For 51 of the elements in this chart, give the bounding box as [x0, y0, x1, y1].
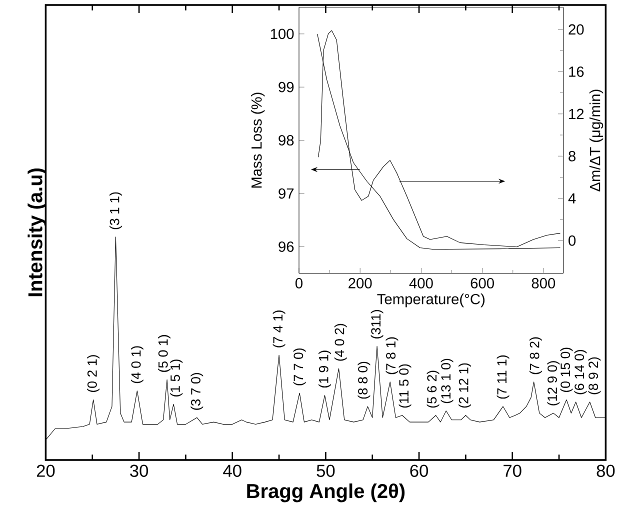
x-axis-title: Temperature(°C) — [377, 294, 485, 308]
x-tick-label: 40 — [223, 464, 242, 477]
x-tick-label: 60 — [410, 464, 428, 477]
annotation: (6 14 0) — [574, 350, 587, 394]
annotation: (311) — [370, 310, 384, 338]
y-tick-label: 96 — [278, 242, 294, 252]
annotation: (7 7 0) — [293, 348, 306, 386]
y-tick-label: 97 — [278, 188, 294, 199]
annotation: (7 11 1) — [496, 355, 510, 399]
annotation: (5 6 2) — [426, 370, 440, 408]
y2-tick-label: 0 — [568, 235, 576, 246]
annotation: (1 9 1) — [318, 350, 331, 388]
y-tick-label: 100 — [270, 28, 294, 40]
x-tick-label: 800 — [532, 278, 556, 288]
y2-tick-label: 16 — [569, 66, 584, 77]
y-axis-title: Mass Loss (%) — [251, 92, 265, 188]
x-tick-label: 0 — [295, 278, 302, 288]
y2-tick-label: 12 — [569, 108, 584, 120]
annotation: (7 8 2) — [529, 337, 542, 374]
y-tick-label: 99 — [278, 82, 294, 92]
annotation: (1 5 1) — [170, 360, 183, 396]
y2-axis-title: Δm/ΔT (μg/min) — [589, 90, 604, 192]
x-tick-label: 600 — [470, 278, 494, 288]
annotation: (12 9 0) — [547, 361, 560, 406]
y-tick-label: 98 — [278, 135, 294, 146]
annotation: (13 1 0) — [440, 358, 454, 404]
annotation: (8 8 0) — [358, 362, 370, 399]
y2-tick-label: 8 — [568, 150, 576, 162]
annotation: (7 4 1) — [272, 310, 286, 348]
x-tick-label: 400 — [409, 278, 433, 288]
y2-tick-label: 20 — [568, 24, 584, 35]
annotation: (3 7 0) — [190, 372, 204, 410]
x-axis-title: Bragg Angle (2θ) — [247, 483, 405, 502]
y-axis-title: Intensity (a.u) — [28, 168, 46, 296]
annotation: (4 0 2) — [334, 324, 347, 361]
annotation: (7 8 1) — [386, 337, 398, 374]
annotation: (3 1 1) — [109, 192, 122, 230]
annotation: (11 5 0) — [398, 364, 412, 408]
annotation: (2 12 1) — [458, 363, 471, 408]
x-tick-label: 200 — [348, 278, 372, 288]
annotation: (0 2 1) — [87, 355, 100, 392]
x-tick-label: 20 — [36, 464, 55, 477]
y2-tick-label: 4 — [568, 193, 576, 204]
annotation: (5 0 1) — [158, 335, 170, 372]
x-tick-label: 70 — [504, 464, 522, 477]
annotation: (0 15 0) — [560, 348, 573, 392]
x-tick-label: 80 — [596, 464, 615, 477]
x-tick-label: 50 — [316, 464, 335, 477]
annotation: (8 9 2) — [588, 357, 601, 394]
x-tick-label: 30 — [130, 464, 148, 477]
annotation: (4 0 1) — [130, 346, 144, 384]
